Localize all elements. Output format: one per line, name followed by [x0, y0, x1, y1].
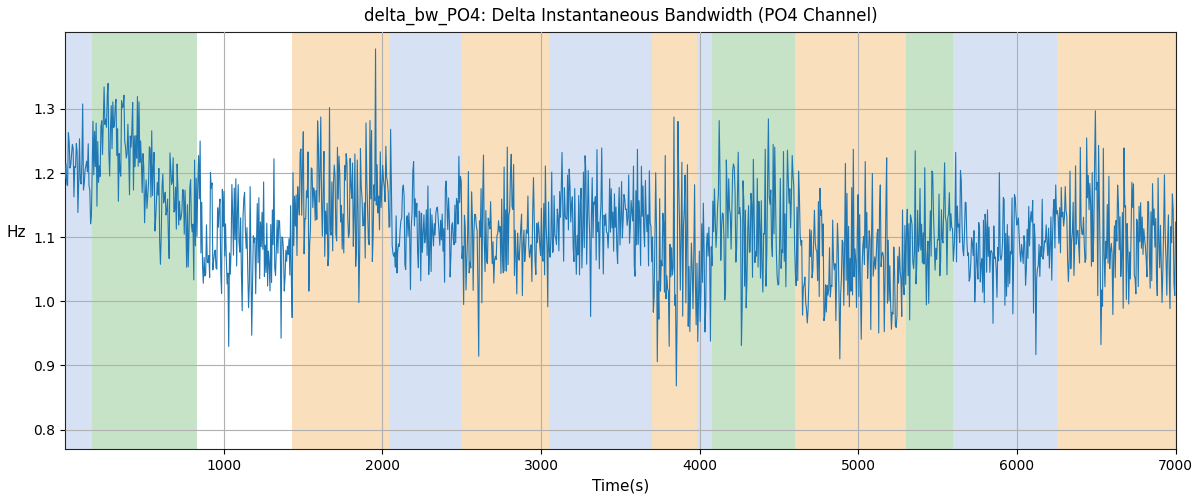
Bar [550, 32, 652, 449]
Bar [92, 32, 197, 449]
Bar [906, 32, 954, 449]
Bar [462, 32, 550, 449]
Bar [292, 32, 390, 449]
Y-axis label: Hz: Hz [7, 226, 26, 240]
X-axis label: Time(s): Time(s) [592, 478, 649, 493]
Bar [652, 32, 696, 449]
Bar [954, 32, 1056, 449]
Bar [794, 32, 906, 449]
Bar [390, 32, 462, 449]
Title: delta_bw_PO4: Delta Instantaneous Bandwidth (PO4 Channel): delta_bw_PO4: Delta Instantaneous Bandwi… [364, 7, 877, 25]
Bar [1056, 32, 1176, 449]
Bar [696, 32, 713, 449]
Bar [65, 32, 92, 449]
Bar [713, 32, 794, 449]
